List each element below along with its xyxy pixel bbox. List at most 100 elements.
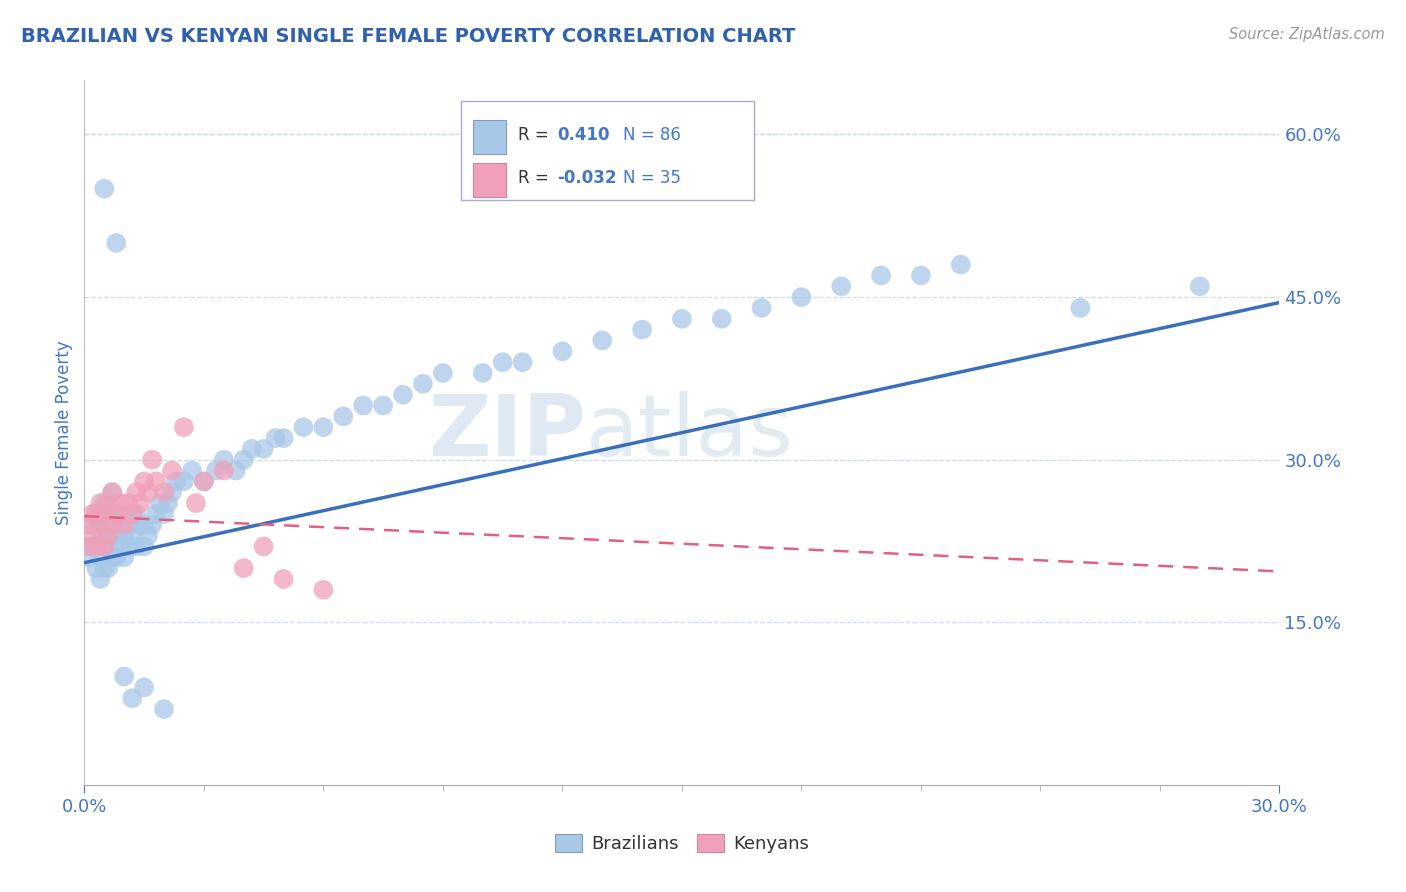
Point: [105, 235, 128, 250]
Point: [751, 301, 773, 315]
Point: [112, 517, 135, 532]
Point: [89, 528, 111, 542]
Point: [86, 540, 108, 554]
Text: BRAZILIAN VS KENYAN SINGLE FEMALE POVERTY CORRELATION CHART: BRAZILIAN VS KENYAN SINGLE FEMALE POVERT…: [21, 27, 796, 45]
Point: [149, 496, 172, 510]
Point: [112, 669, 135, 683]
Point: [253, 442, 276, 456]
Point: [184, 496, 207, 510]
Point: [132, 540, 156, 554]
Point: [253, 540, 276, 554]
Point: [212, 452, 235, 467]
Point: [97, 517, 120, 532]
Point: [129, 517, 152, 532]
Point: [105, 507, 128, 521]
Point: [82, 507, 104, 521]
Point: [121, 691, 143, 706]
Point: [110, 496, 132, 510]
Point: [121, 528, 143, 542]
Point: [121, 507, 143, 521]
Point: [870, 268, 893, 283]
Point: [97, 528, 120, 542]
Point: [82, 540, 104, 554]
Point: [273, 572, 295, 586]
Point: [332, 409, 354, 424]
Point: [141, 517, 163, 532]
Point: [212, 464, 235, 478]
Point: [264, 431, 287, 445]
Point: [273, 431, 295, 445]
Point: [591, 334, 613, 348]
Point: [89, 572, 111, 586]
Point: [830, 279, 852, 293]
Text: atlas: atlas: [586, 391, 794, 475]
Point: [181, 464, 204, 478]
Point: [101, 485, 124, 500]
Point: [173, 420, 195, 434]
Point: [97, 496, 120, 510]
Point: [117, 496, 139, 510]
Point: [352, 399, 374, 413]
Point: [312, 582, 335, 597]
Point: [112, 507, 135, 521]
Point: [292, 420, 315, 434]
Point: [129, 496, 152, 510]
Point: [157, 496, 180, 510]
Point: [153, 702, 176, 716]
Point: [136, 485, 159, 500]
Point: [125, 485, 148, 500]
Text: R =: R =: [519, 169, 554, 186]
Point: [910, 268, 932, 283]
Point: [949, 258, 972, 272]
Point: [89, 517, 111, 532]
Point: [82, 517, 104, 532]
Point: [551, 344, 574, 359]
Point: [132, 517, 156, 532]
Point: [132, 475, 156, 489]
Point: [631, 323, 654, 337]
Text: Source: ZipAtlas.com: Source: ZipAtlas.com: [1229, 27, 1385, 42]
Point: [193, 475, 215, 489]
Point: [105, 550, 128, 565]
Point: [432, 366, 454, 380]
Point: [125, 540, 148, 554]
Point: [145, 507, 167, 521]
Point: [101, 507, 124, 521]
Point: [373, 399, 395, 413]
Bar: [472, 120, 506, 154]
Text: -0.032: -0.032: [558, 169, 617, 186]
Point: [105, 528, 128, 542]
Y-axis label: Single Female Poverty: Single Female Poverty: [55, 341, 73, 524]
Point: [93, 540, 115, 554]
Point: [110, 517, 132, 532]
Point: [93, 507, 115, 521]
Text: R =: R =: [519, 127, 554, 145]
Text: N = 86: N = 86: [623, 127, 682, 145]
Point: [86, 507, 108, 521]
Point: [93, 517, 115, 532]
Legend: Brazilians, Kenyans: Brazilians, Kenyans: [548, 827, 815, 861]
Point: [77, 550, 100, 565]
Point: [121, 507, 143, 521]
Point: [89, 496, 111, 510]
Point: [112, 528, 135, 542]
Point: [97, 561, 120, 575]
Point: [89, 550, 111, 565]
Point: [710, 311, 733, 326]
Point: [471, 366, 494, 380]
Point: [492, 355, 515, 369]
Point: [125, 507, 148, 521]
Point: [97, 540, 120, 554]
Point: [86, 561, 108, 575]
Point: [77, 517, 100, 532]
Point: [153, 507, 176, 521]
Point: [136, 528, 159, 542]
Text: ZIP: ZIP: [429, 391, 586, 475]
Point: [93, 540, 115, 554]
Point: [112, 550, 135, 565]
Point: [101, 517, 124, 532]
Point: [86, 507, 108, 521]
Point: [232, 452, 254, 467]
Point: [153, 485, 176, 500]
Point: [141, 452, 163, 467]
